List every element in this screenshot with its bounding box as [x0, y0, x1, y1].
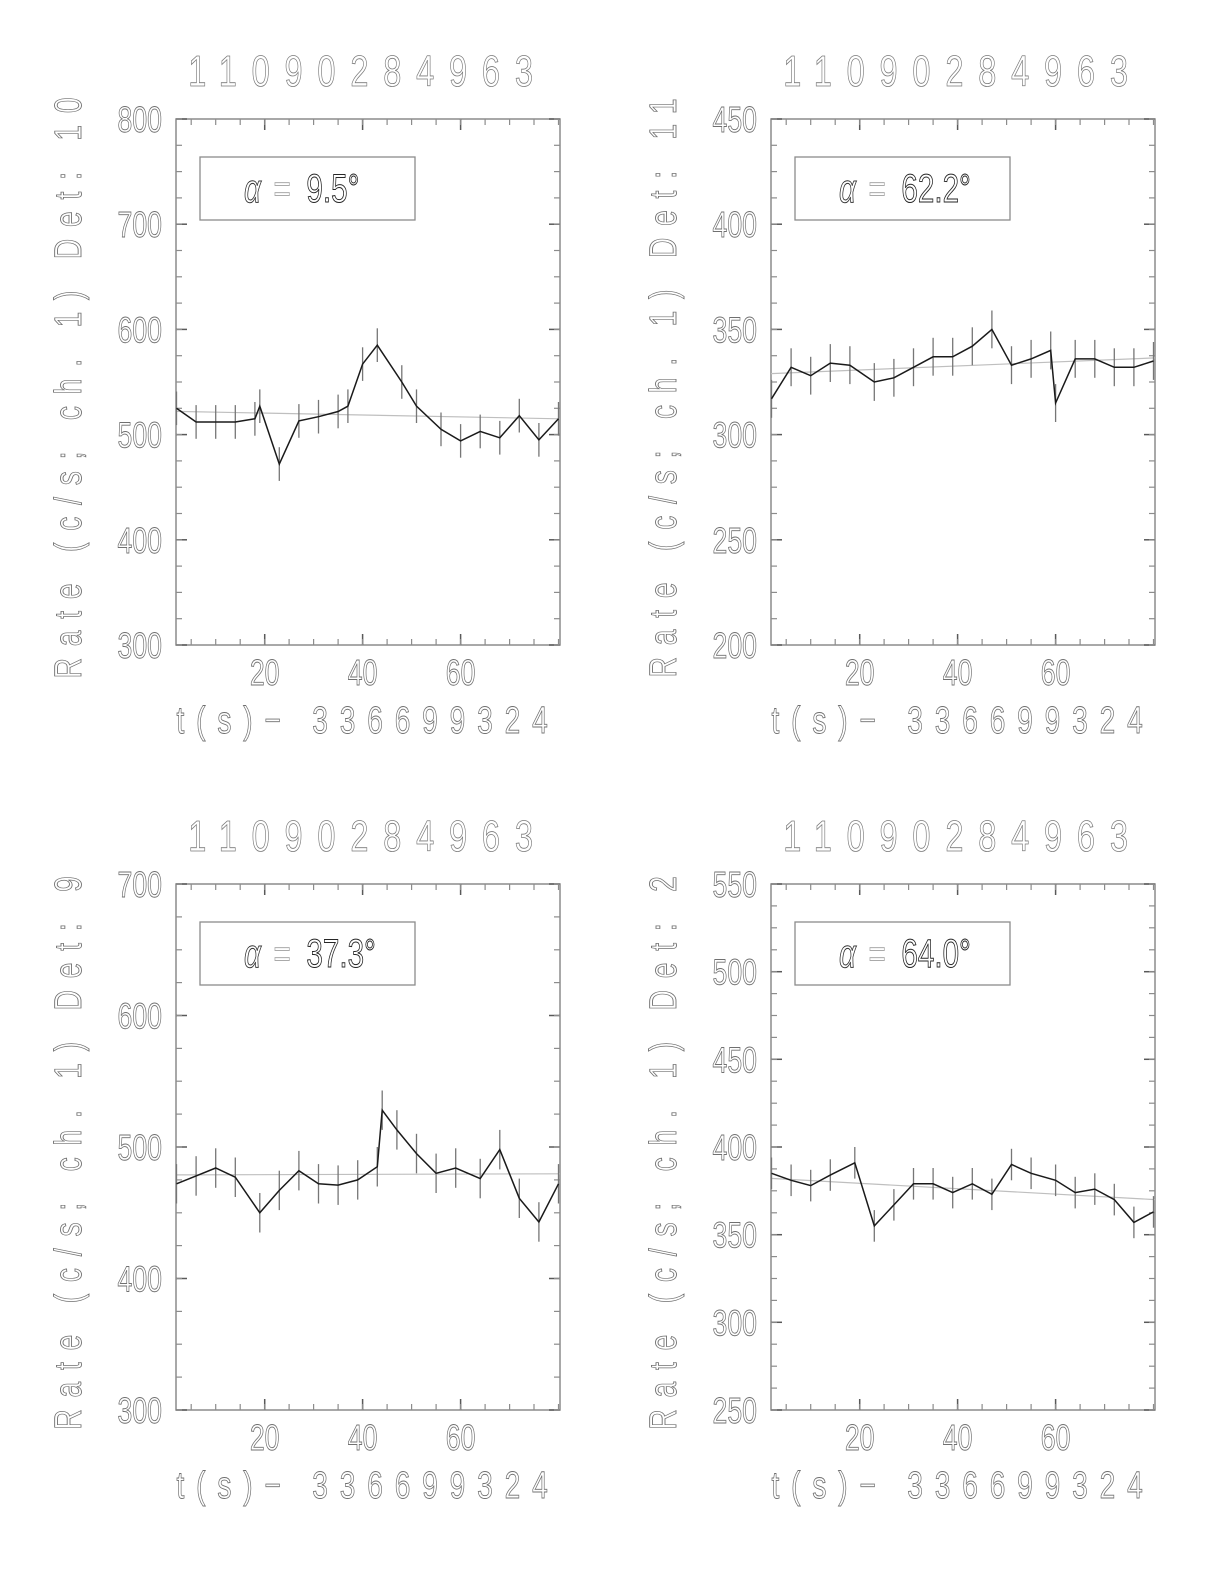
svg-text:700: 700: [118, 204, 162, 245]
svg-text:550: 550: [713, 864, 757, 905]
svg-text:300: 300: [118, 1390, 162, 1431]
svg-text:60: 60: [1041, 1417, 1071, 1458]
svg-text:t(s)− 336699324: t(s)− 336699324: [176, 1465, 559, 1507]
svg-text:20: 20: [845, 1417, 875, 1458]
svg-text:11090284963: 11090284963: [783, 47, 1142, 96]
svg-text:600: 600: [118, 996, 162, 1037]
svg-text:40: 40: [943, 652, 973, 693]
svg-text:350: 350: [713, 1215, 757, 1256]
svg-text:40: 40: [348, 1417, 378, 1458]
svg-text:450: 450: [713, 1039, 757, 1080]
svg-text:20: 20: [845, 652, 875, 693]
svg-text:60: 60: [446, 652, 476, 693]
svg-text:500: 500: [118, 1127, 162, 1168]
svg-text:t(s)− 336699324: t(s)− 336699324: [176, 700, 559, 742]
svg-text:400: 400: [118, 520, 162, 561]
svg-text:500: 500: [713, 952, 757, 993]
svg-text:40: 40: [348, 652, 378, 693]
svg-text:800: 800: [118, 99, 162, 140]
svg-text:11090284963: 11090284963: [188, 47, 547, 96]
svg-text:t(s)− 336699324: t(s)− 336699324: [771, 1465, 1154, 1507]
svg-text:300: 300: [713, 415, 757, 456]
svg-text:250: 250: [713, 520, 757, 561]
svg-text:500: 500: [118, 415, 162, 456]
svg-text:600: 600: [118, 309, 162, 350]
svg-text:200: 200: [713, 625, 757, 666]
svg-text:350: 350: [713, 309, 757, 350]
svg-text:40: 40: [943, 1417, 973, 1458]
svg-text:60: 60: [1041, 652, 1071, 693]
svg-text:Rate (c/s; ch. 1) Det: 10: Rate (c/s; ch. 1) Det: 10: [48, 86, 90, 679]
svg-text:400: 400: [713, 1127, 757, 1168]
svg-text:α = 9.5°: α = 9.5°: [244, 167, 359, 211]
svg-text:700: 700: [118, 864, 162, 905]
svg-text:60: 60: [446, 1417, 476, 1458]
svg-text:Rate (c/s; ch. 1) Det: 9: Rate (c/s; ch. 1) Det: 9: [48, 864, 90, 1429]
svg-text:α = 37.3°: α = 37.3°: [244, 932, 376, 976]
svg-text:Rate (c/s; ch. 1) Det: 2: Rate (c/s; ch. 1) Det: 2: [643, 864, 685, 1429]
svg-text:t(s)− 336699324: t(s)− 336699324: [771, 700, 1154, 742]
svg-text:450: 450: [713, 99, 757, 140]
svg-text:20: 20: [250, 652, 280, 693]
svg-text:20: 20: [250, 1417, 280, 1458]
svg-text:250: 250: [713, 1390, 757, 1431]
svg-text:α = 64.0°: α = 64.0°: [839, 932, 971, 976]
svg-text:400: 400: [118, 1259, 162, 1300]
svg-text:300: 300: [713, 1302, 757, 1343]
svg-text:Rate (c/s; ch. 1) Det: 11: Rate (c/s; ch. 1) Det: 11: [643, 87, 685, 678]
svg-text:400: 400: [713, 204, 757, 245]
svg-text:11090284963: 11090284963: [783, 812, 1142, 861]
svg-text:300: 300: [118, 625, 162, 666]
svg-text:11090284963: 11090284963: [188, 812, 547, 861]
svg-text:α = 62.2°: α = 62.2°: [839, 167, 971, 211]
